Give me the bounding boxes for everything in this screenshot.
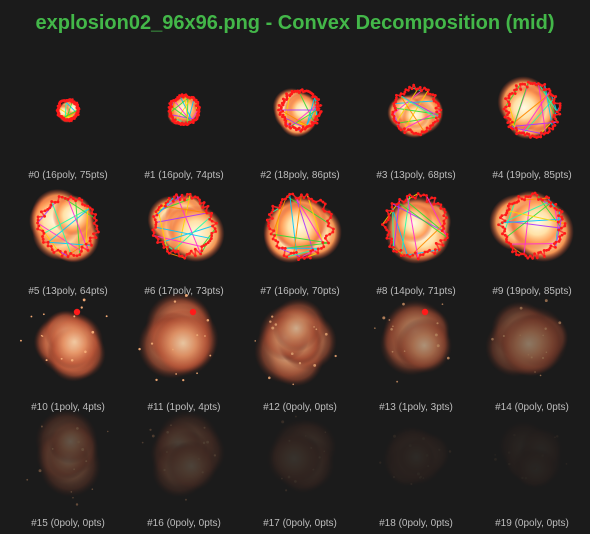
frame-caption: #19 (0poly, 0pts)	[495, 518, 569, 529]
explosion-sprite	[29, 188, 100, 263]
frame-cell: #11 (1poly, 4pts)	[126, 294, 242, 413]
frame-cell: #9 (19poly, 85pts)	[474, 178, 590, 297]
decomposition-overlay	[380, 192, 449, 261]
frame-caption: #17 (0poly, 0pts)	[263, 518, 337, 529]
explosion-cloud	[485, 299, 569, 377]
explosion-cloud	[374, 299, 453, 383]
explosion-cloud	[266, 415, 338, 494]
frame-caption: #8 (14poly, 71pts)	[376, 286, 456, 297]
explosion-sprite	[138, 294, 219, 382]
frame-caption: #9 (19poly, 85pts)	[492, 286, 572, 297]
decomposition-overlay	[73, 308, 81, 316]
explosion-cloud	[385, 196, 452, 264]
explosion-sprite	[254, 298, 337, 387]
explosion-sprite	[263, 192, 342, 264]
explosion-cloud	[20, 298, 108, 382]
explosion-sprite	[497, 76, 562, 140]
frame-caption: #18 (0poly, 0pts)	[379, 518, 453, 529]
frame-cell: #16 (0poly, 0pts)	[126, 410, 242, 529]
frame-cell: #8 (14poly, 71pts)	[358, 178, 474, 297]
explosion-cloud	[494, 420, 568, 490]
frame-cell: #12 (0poly, 0pts)	[242, 294, 358, 413]
frame-cell: #18 (0poly, 0pts)	[358, 410, 474, 529]
frame-cell: #6 (17poly, 73pts)	[126, 178, 242, 297]
explosion-sprite	[379, 425, 452, 488]
explosion-sprite	[489, 190, 574, 262]
frame-cell: #15 (0poly, 0pts)	[10, 410, 126, 529]
frame-caption: #7 (16poly, 70pts)	[260, 286, 340, 297]
decomposition-overlay	[167, 93, 201, 127]
explosion-cloud	[141, 410, 226, 501]
frame-caption: #6 (17poly, 73pts)	[144, 286, 224, 297]
frame-caption: #13 (1poly, 3pts)	[379, 402, 453, 413]
frame-cell: #2 (18poly, 86pts)	[242, 62, 358, 181]
decomposition-overlay	[276, 88, 323, 133]
frame-caption: #1 (16poly, 74pts)	[144, 170, 224, 181]
frame-caption: #4 (19poly, 85pts)	[492, 170, 572, 181]
frame-caption: #5 (13poly, 64pts)	[28, 286, 108, 297]
frame-caption: #10 (1poly, 4pts)	[31, 402, 105, 413]
frame-caption: #15 (0poly, 0pts)	[31, 518, 105, 529]
decomposition-overlay	[265, 192, 335, 262]
explosion-sprite	[20, 298, 108, 382]
explosion-sprite	[266, 415, 338, 494]
explosion-sprite	[55, 97, 81, 123]
frame-caption: #12 (0poly, 0pts)	[263, 402, 337, 413]
frame-cell: #14 (0poly, 0pts)	[474, 294, 590, 413]
decomposition-overlay	[421, 308, 429, 316]
decomposition-overlay	[151, 192, 219, 260]
explosion-sprite	[26, 410, 109, 506]
explosion-sprite	[494, 420, 568, 490]
frame-cell: #13 (1poly, 3pts)	[358, 294, 474, 413]
frame-caption: #3 (13poly, 68pts)	[376, 170, 456, 181]
explosion-sprite	[141, 410, 226, 501]
explosion-sprite	[485, 299, 569, 377]
decomposition-overlay	[189, 308, 197, 316]
explosion-cloud	[138, 294, 219, 382]
explosion-sprite	[272, 87, 323, 138]
frame-cell: #4 (19poly, 85pts)	[474, 62, 590, 181]
decomposition-overlay	[55, 97, 81, 123]
frame-caption: #11 (1poly, 4pts)	[147, 402, 221, 413]
frame-caption: #0 (16poly, 75pts)	[28, 170, 108, 181]
frame-cell: #3 (13poly, 68pts)	[358, 62, 474, 181]
frame-caption: #14 (0poly, 0pts)	[495, 402, 569, 413]
frame-cell: #7 (16poly, 70pts)	[242, 178, 358, 297]
frame-caption: #2 (18poly, 86pts)	[260, 170, 340, 181]
frame-cell: #0 (16poly, 75pts)	[10, 62, 126, 181]
decomposition-overlay	[502, 80, 562, 139]
decomposition-overlay	[496, 191, 567, 260]
explosion-sprite	[387, 83, 444, 139]
frame-cell: #19 (0poly, 0pts)	[474, 410, 590, 529]
frame-grid: #0 (16poly, 75pts) #1 (16poly, 74pts) #2 (…	[10, 62, 590, 534]
explosion-sprite	[147, 192, 225, 263]
frame-cell: #1 (16poly, 74pts)	[126, 62, 242, 181]
frame-cell: #5 (13poly, 64pts)	[10, 178, 126, 297]
explosion-sprite	[380, 192, 452, 264]
explosion-sprite	[374, 299, 453, 383]
explosion-cloud	[379, 425, 452, 488]
decomposition-overlay	[36, 195, 100, 259]
frame-cell: #10 (1poly, 4pts)	[10, 294, 126, 413]
explosion-sprite	[167, 93, 201, 127]
page-title: explosion02_96x96.png - Convex Decomposi…	[35, 12, 555, 34]
explosion-cloud	[26, 410, 109, 506]
frame-caption: #16 (0poly, 0pts)	[147, 518, 221, 529]
explosion-cloud	[254, 298, 337, 387]
frame-cell: #17 (0poly, 0pts)	[242, 410, 358, 529]
decomposition-overlay	[391, 83, 443, 137]
